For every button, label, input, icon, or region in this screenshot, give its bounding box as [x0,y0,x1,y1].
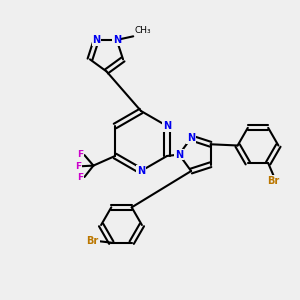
Text: F: F [77,173,84,182]
Text: Br: Br [87,236,99,246]
Text: F: F [77,150,84,159]
Text: N: N [187,133,195,143]
Text: CH₃: CH₃ [135,26,152,35]
Text: N: N [163,121,171,131]
Text: N: N [137,166,145,176]
Text: N: N [92,35,100,45]
Text: N: N [113,35,121,45]
Text: N: N [175,149,183,160]
Text: Br: Br [268,176,280,186]
Text: F: F [75,162,81,171]
